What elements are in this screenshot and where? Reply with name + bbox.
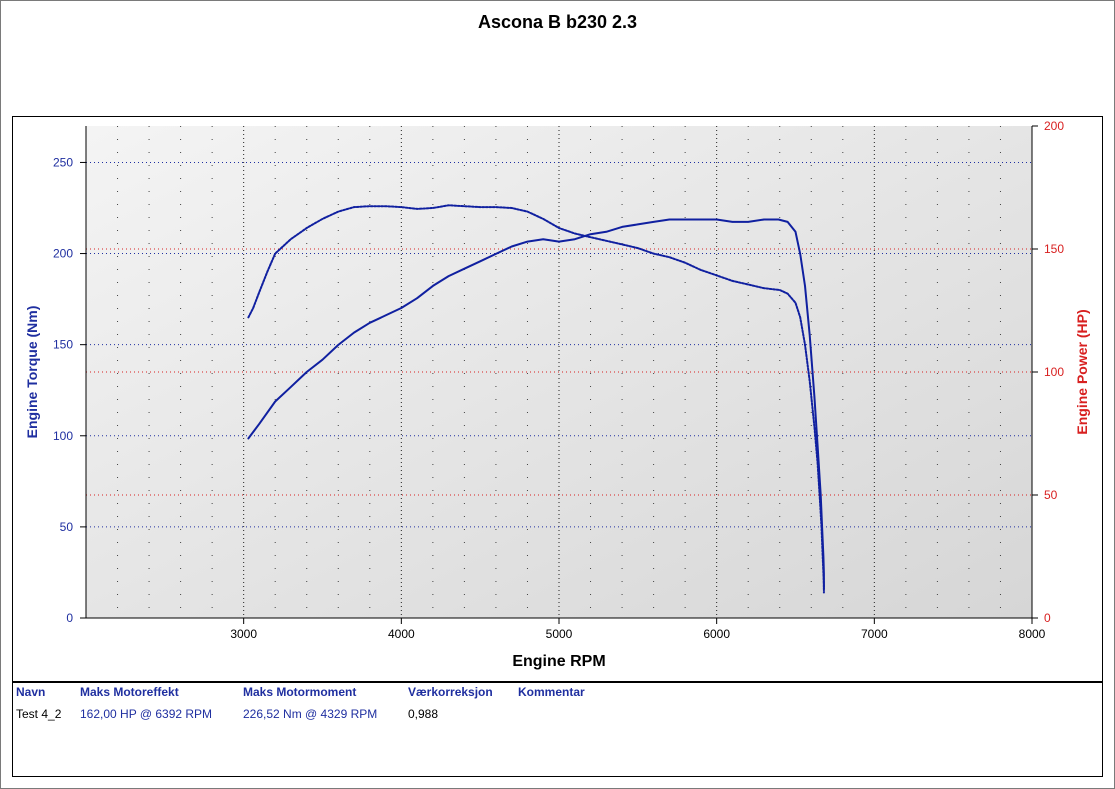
- x-tick-label: 6000: [703, 627, 730, 641]
- y-right-tick-label: 100: [1044, 365, 1064, 379]
- x-tick-label: 3000: [230, 627, 257, 641]
- legend-header-name: Navn: [16, 685, 46, 699]
- dyno-chart: 3000 4000 5000 6000 7000 8000 0 50 100 150 200 250 0…: [24, 119, 1090, 670]
- y-right-tick-label: 0: [1044, 611, 1051, 625]
- legend-header-correction: Værkorreksjon: [408, 685, 493, 699]
- y-left-tick-label: 100: [53, 429, 73, 443]
- y-left-tick-label: 250: [53, 155, 73, 169]
- chart-title: Ascona B b230 2.3: [477, 12, 638, 32]
- power-curve: [247, 218, 825, 590]
- y-right-tick-label: 50: [1044, 488, 1058, 502]
- legend-row-torque: 226,52 Nm @ 4329 RPM: [243, 707, 378, 721]
- y-axis-left-label: Engine Torque (Nm): [24, 306, 40, 439]
- y-left-tick-label: 150: [53, 338, 73, 352]
- series: [247, 204, 825, 594]
- legend-table: Navn Maks Motoreffekt Maks Motormoment V…: [12, 682, 1103, 777]
- x-axis-label: Engine RPM: [512, 653, 605, 670]
- x-tick-label: 7000: [861, 627, 888, 641]
- legend-header-power: Maks Motoreffekt: [80, 685, 179, 699]
- y-right-tick-label: 200: [1044, 119, 1064, 133]
- x-tick-label: 5000: [546, 627, 573, 641]
- x-tick-label: 4000: [388, 627, 415, 641]
- y-axis-right-label: Engine Power (HP): [1074, 309, 1090, 434]
- axes: 3000 4000 5000 6000 7000 8000 0 50 100 150 200 250 0…: [53, 119, 1064, 641]
- legend-header-comment: Kommentar: [518, 685, 585, 699]
- torque-curve: [247, 204, 825, 594]
- legend-row-name: Test 4_2: [16, 707, 62, 721]
- y-left-tick-label: 50: [60, 520, 74, 534]
- grid: [86, 126, 1033, 618]
- legend-header-torque: Maks Motormoment: [243, 685, 357, 699]
- y-left-tick-label: 200: [53, 247, 73, 261]
- y-left-tick-label: 0: [66, 611, 73, 625]
- x-tick-label: 8000: [1019, 627, 1046, 641]
- legend-row-correction: 0,988: [408, 707, 439, 721]
- y-right-tick-label: 150: [1044, 242, 1064, 256]
- chart-panel: 3000 4000 5000 6000 7000 8000 0 50 100 150 200 250 0…: [12, 116, 1103, 682]
- legend-row-power: 162,00 HP @ 6392 RPM: [80, 707, 213, 721]
